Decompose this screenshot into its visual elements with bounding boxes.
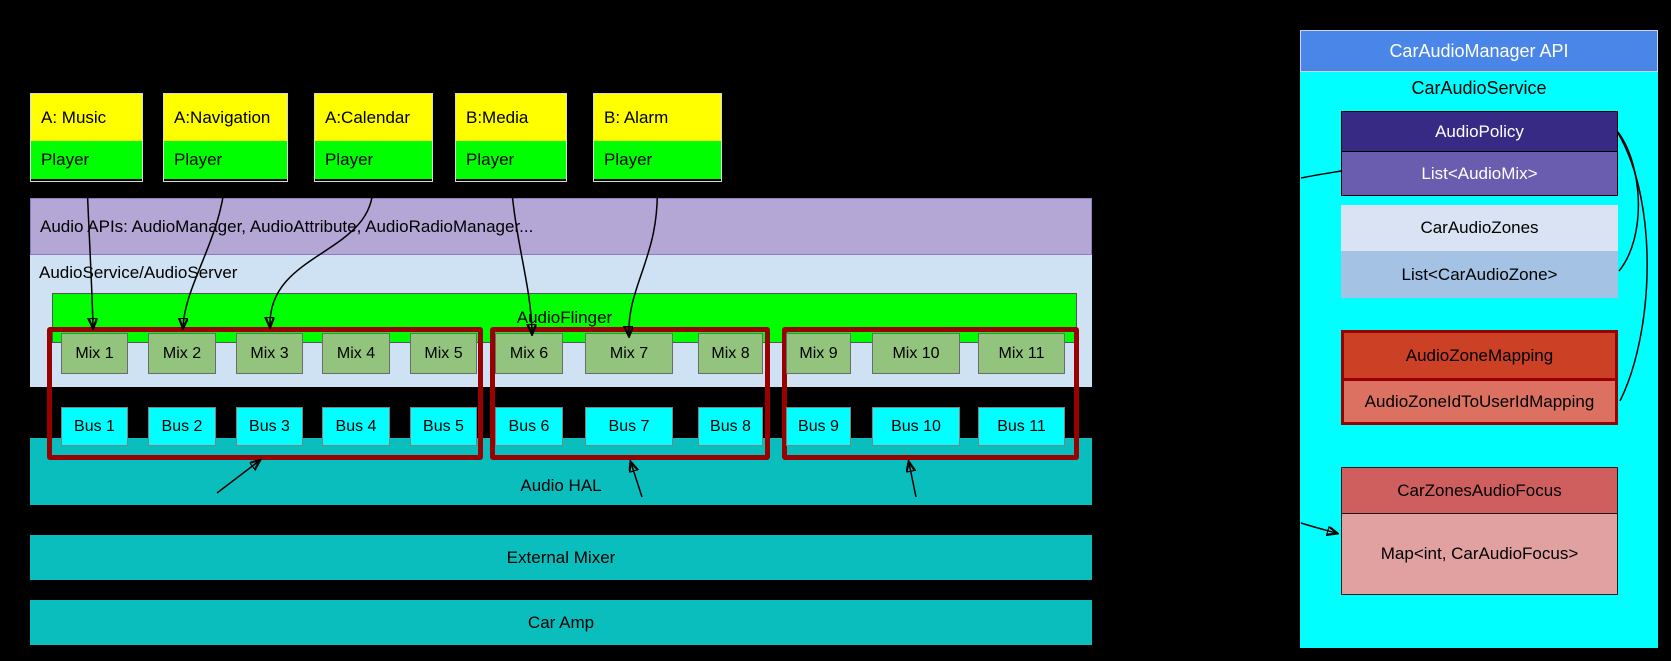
mix-box-11: Mix 11	[978, 333, 1065, 374]
bus-box-9: Bus 9	[786, 407, 851, 446]
app-box-a-calendar: A:Calendar Player	[314, 93, 433, 182]
mix-box-5: Mix 5	[410, 333, 477, 374]
car-zones-audio-focus-header: CarZonesAudioFocus	[1342, 468, 1617, 513]
app-title: A: Music	[31, 94, 142, 141]
mix-box-2: Mix 2	[148, 333, 216, 374]
bus-box-5: Bus 5	[410, 407, 477, 446]
car-audio-focus-map-label: Map<int, CarAudioFocus>	[1342, 513, 1617, 594]
mix-box-1: Mix 1	[61, 333, 128, 374]
zone-group-1-outline	[47, 327, 483, 460]
app-title: B: Alarm	[594, 94, 721, 141]
audio-policy-header: AudioPolicy	[1342, 112, 1617, 151]
app-player-label: Player	[594, 141, 721, 179]
audio-zone-id-to-user-id-mapping-label: AudioZoneIdToUserIdMapping	[1344, 378, 1615, 422]
audio-zone-mapping-box: AudioZoneMapping AudioZoneIdToUserIdMapp…	[1341, 330, 1618, 425]
mix-box-3: Mix 3	[236, 333, 303, 374]
bus-box-1: Bus 1	[61, 407, 128, 446]
audio-policy-box: AudioPolicy List<AudioMix>	[1341, 111, 1618, 196]
mix-box-9: Mix 9	[786, 333, 851, 374]
mix-box-7: Mix 7	[585, 333, 673, 374]
mix-box-4: Mix 4	[322, 333, 390, 374]
car-audio-zones-box: CarAudioZones List<CarAudioZone>	[1341, 205, 1618, 298]
external-mixer-band: External Mixer	[30, 535, 1092, 580]
bus-box-7: Bus 7	[585, 407, 673, 446]
app-top-connector-stubs	[91, 84, 631, 94]
app-box-a-navigation: A:Navigation Player	[163, 93, 288, 182]
app-box-b-alarm: B: Alarm Player	[593, 93, 722, 182]
zone-group-3-outline	[782, 327, 1079, 460]
app-title: A:Calendar	[315, 94, 432, 141]
mix-box-8: Mix 8	[698, 333, 763, 374]
car-audio-service-title: CarAudioService	[1411, 78, 1547, 98]
bus-box-10: Bus 10	[872, 407, 960, 446]
audio-mix-list-label: List<AudioMix>	[1342, 151, 1617, 195]
app-box-b-media: B:Media Player	[455, 93, 567, 182]
audio-apis-bar: Audio APIs: AudioManager, AudioAttribute…	[30, 198, 1092, 255]
car-audio-zones-header: CarAudioZones	[1341, 205, 1618, 251]
bus-box-4: Bus 4	[322, 407, 390, 446]
app-player-label: Player	[31, 141, 142, 179]
bus-box-11: Bus 11	[978, 407, 1065, 446]
car-audio-zone-list-label: List<CarAudioZone>	[1341, 251, 1618, 298]
app-title: B:Media	[456, 94, 566, 141]
bus-box-6: Bus 6	[495, 407, 563, 446]
bus-box-3: Bus 3	[236, 407, 303, 446]
app-box-a-music: A: Music Player	[30, 93, 143, 182]
bus-box-8: Bus 8	[698, 407, 763, 446]
app-player-label: Player	[315, 141, 432, 179]
app-title: A:Navigation	[164, 94, 287, 141]
audio-zone-mapping-header: AudioZoneMapping	[1344, 333, 1615, 378]
mix-box-10: Mix 10	[872, 333, 960, 374]
bus-box-2: Bus 2	[148, 407, 216, 446]
car-zones-audio-focus-box: CarZonesAudioFocus Map<int, CarAudioFocu…	[1341, 467, 1618, 595]
car-amp-band: Car Amp	[30, 600, 1092, 645]
app-player-label: Player	[164, 141, 287, 179]
app-player-label: Player	[456, 141, 566, 179]
audio-service-label: AudioService/AudioServer	[39, 263, 238, 282]
car-audio-manager-api-bar: CarAudioManager API	[1300, 30, 1658, 72]
mix-box-6: Mix 6	[495, 333, 563, 374]
